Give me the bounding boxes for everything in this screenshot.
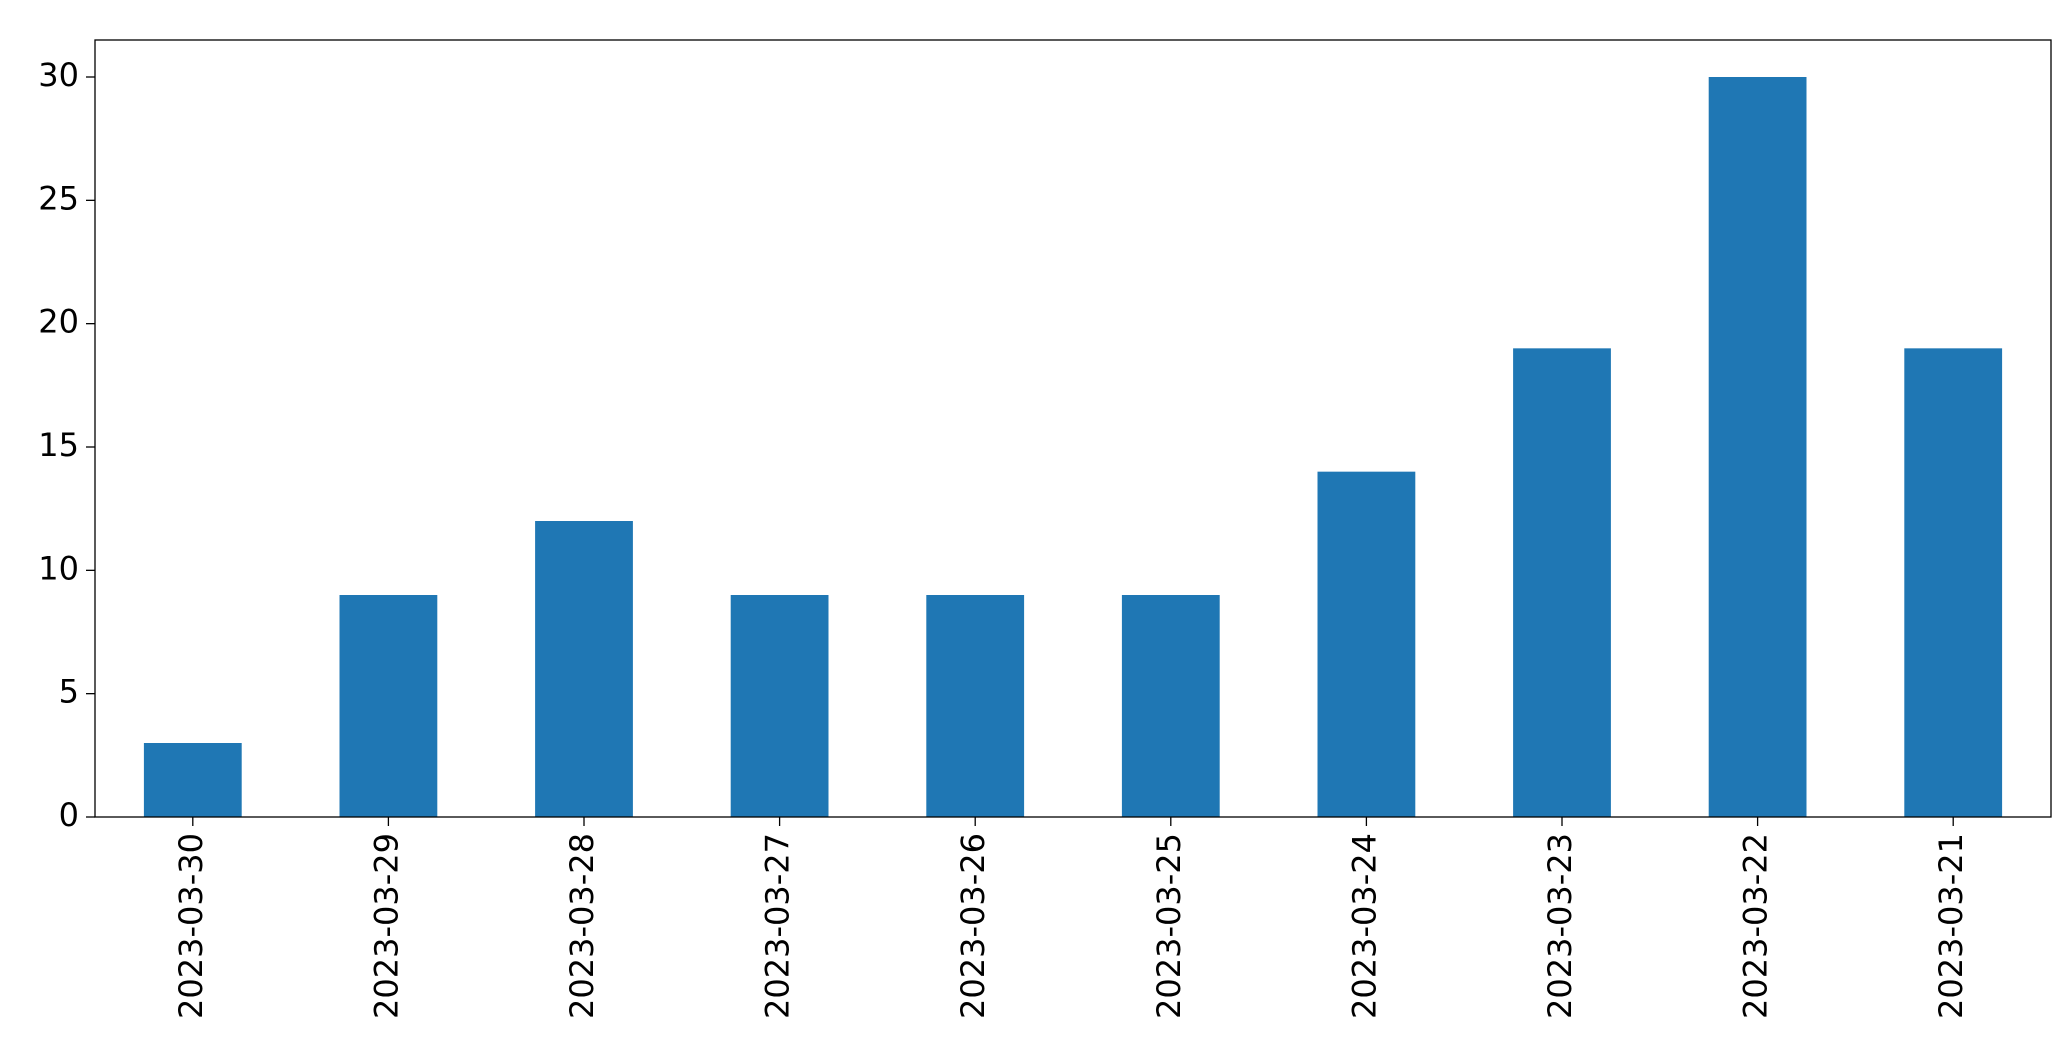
x-tick-label: 2023-03-25: [1150, 833, 1188, 1019]
y-tick-label: 25: [38, 179, 79, 217]
bar: [1121, 595, 1220, 817]
x-tick-label: 2023-03-21: [1932, 833, 1970, 1019]
y-tick-label: 0: [59, 796, 79, 834]
bar: [535, 521, 633, 817]
bar: [1317, 471, 1416, 817]
bar: [1904, 348, 2003, 817]
x-tick-label: 2023-03-27: [759, 833, 797, 1019]
bar: [926, 595, 1025, 817]
bar: [1708, 77, 1807, 817]
bar: [1513, 348, 1611, 817]
y-tick-label: 10: [38, 549, 79, 587]
x-tick-label: 2023-03-28: [563, 833, 601, 1019]
axes-frame: [94, 39, 2052, 818]
x-tick-label: 2023-03-29: [367, 833, 405, 1019]
bar: [143, 743, 242, 817]
x-tick-label: 2023-03-30: [172, 833, 210, 1019]
x-tick-label: 2023-03-26: [954, 833, 992, 1019]
y-tick-label: 20: [38, 303, 79, 341]
bar: [730, 595, 829, 817]
y-tick-label: 5: [59, 673, 79, 711]
x-tick-label: 2023-03-24: [1345, 833, 1383, 1019]
y-tick-label: 15: [38, 426, 79, 464]
x-tick-label: 2023-03-23: [1541, 833, 1579, 1019]
bar: [339, 595, 438, 817]
y-tick-label: 30: [38, 56, 79, 94]
x-tick-label: 2023-03-22: [1737, 833, 1775, 1019]
